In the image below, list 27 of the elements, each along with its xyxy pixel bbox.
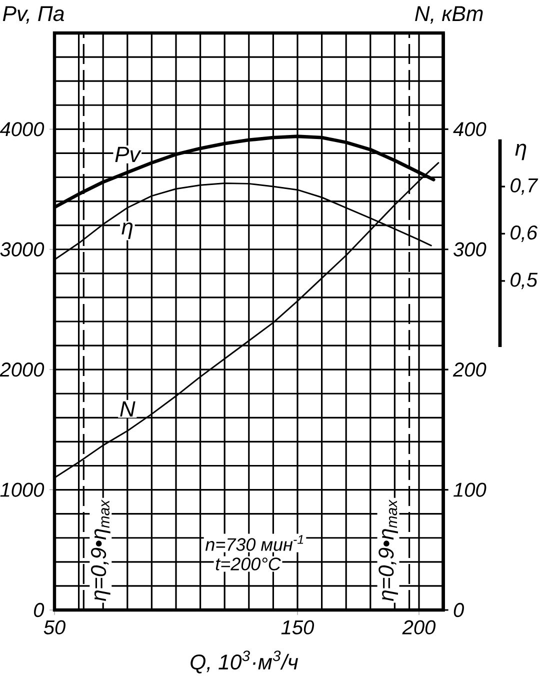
y2-tick-label: 400 — [453, 122, 486, 136]
x-axis-title: Q, 10$^{3}$·м$^{3}$/ч — [190, 650, 298, 674]
y-tick-label: 0 — [34, 602, 44, 618]
x-tick-label: 150 — [281, 620, 314, 634]
series-label: η — [122, 222, 133, 239]
y-tick-label: 3000 — [0, 242, 44, 256]
y3-axis-title: η — [515, 144, 526, 160]
y-axis-title: Pv, Па — [2, 6, 64, 24]
y3-tick-label: 0,6 — [510, 225, 538, 242]
y-tick-label: 2000 — [0, 362, 44, 377]
y-tick-label: 1000 — [0, 482, 44, 497]
annotation: η=0,9•η$_{max}$ — [91, 499, 110, 602]
y2-tick-label: 200 — [452, 362, 486, 377]
series-label: Pv — [115, 146, 142, 162]
series-label: N — [120, 401, 136, 416]
y2-tick-label: 0 — [454, 602, 464, 618]
y2-tick-label: 100 — [454, 482, 486, 497]
annotation: η=0,9•η$_{max}$ — [378, 499, 398, 602]
annotation: n=730 мин$^{-1}$ — [205, 535, 304, 551]
y-tick-label: 4000 — [0, 122, 44, 136]
y3-tick-label: 0,7 — [510, 178, 538, 195]
y3-tick-label: 0,5 — [510, 272, 538, 290]
annotation: t=200°C — [216, 558, 281, 570]
x-tick-label: 200 — [402, 620, 436, 634]
y2-tick-label: 300 — [453, 242, 486, 256]
x-tick-label: 50 — [44, 620, 66, 634]
y2-axis-title: N, кВт — [415, 6, 483, 24]
